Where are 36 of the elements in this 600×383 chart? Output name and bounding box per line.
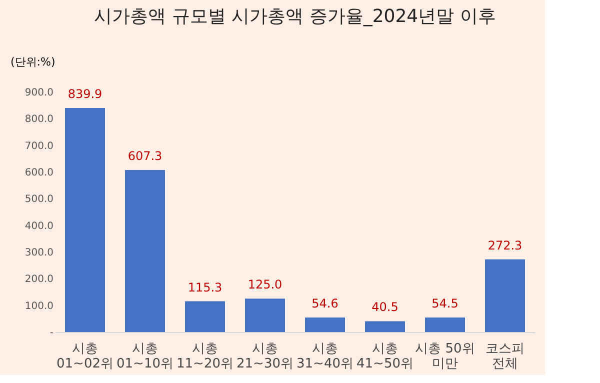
data-label: 54.6 <box>312 296 338 310</box>
data-label: 607.3 <box>128 149 162 164</box>
y-tick-label: 400.0 <box>24 220 54 232</box>
data-label: 272.3 <box>488 238 522 252</box>
x-tick-label: 시총 41~50위 <box>356 342 414 372</box>
bar <box>305 317 345 332</box>
x-tick-label: 코스피 전체 <box>486 342 524 372</box>
x-tick-label: 시총 11~20위 <box>176 342 234 372</box>
x-tick-label: 시총 21~30위 <box>236 342 294 372</box>
y-tick-label: 500.0 <box>24 194 54 206</box>
bar <box>425 317 465 332</box>
data-label: 839.9 <box>68 87 102 102</box>
y-tick-label: 100.0 <box>24 300 54 312</box>
data-label: 54.5 <box>432 296 458 310</box>
y-tick-label: 900.0 <box>24 88 54 98</box>
y-tick-label: - <box>50 328 54 338</box>
x-tick-label: 시총 50위 미만 <box>415 342 475 372</box>
bar <box>185 301 225 332</box>
chart-title: 시가총액 규모별 시가총액 증가율_2024년말 이후 <box>94 6 496 27</box>
bar <box>485 259 525 332</box>
bar <box>245 298 285 332</box>
bar <box>65 108 105 332</box>
data-label: 40.5 <box>372 300 398 314</box>
x-tick-label: 시총 01~10위 <box>116 342 174 372</box>
bar <box>125 170 165 332</box>
data-label: 125.0 <box>248 278 282 292</box>
y-tick-label: 200.0 <box>24 274 54 286</box>
x-tick-label: 시총 01~02위 <box>56 342 114 372</box>
x-tick-label: 시총 31~40위 <box>296 342 354 372</box>
y-tick-label: 800.0 <box>24 114 54 126</box>
y-tick-label: 600.0 <box>24 168 54 178</box>
data-label: 115.3 <box>188 280 222 294</box>
y-axis-title: (단위:%) <box>10 56 56 68</box>
y-tick-label: 700.0 <box>24 140 54 152</box>
bar <box>365 321 405 332</box>
y-tick-label: 300.0 <box>24 248 54 258</box>
